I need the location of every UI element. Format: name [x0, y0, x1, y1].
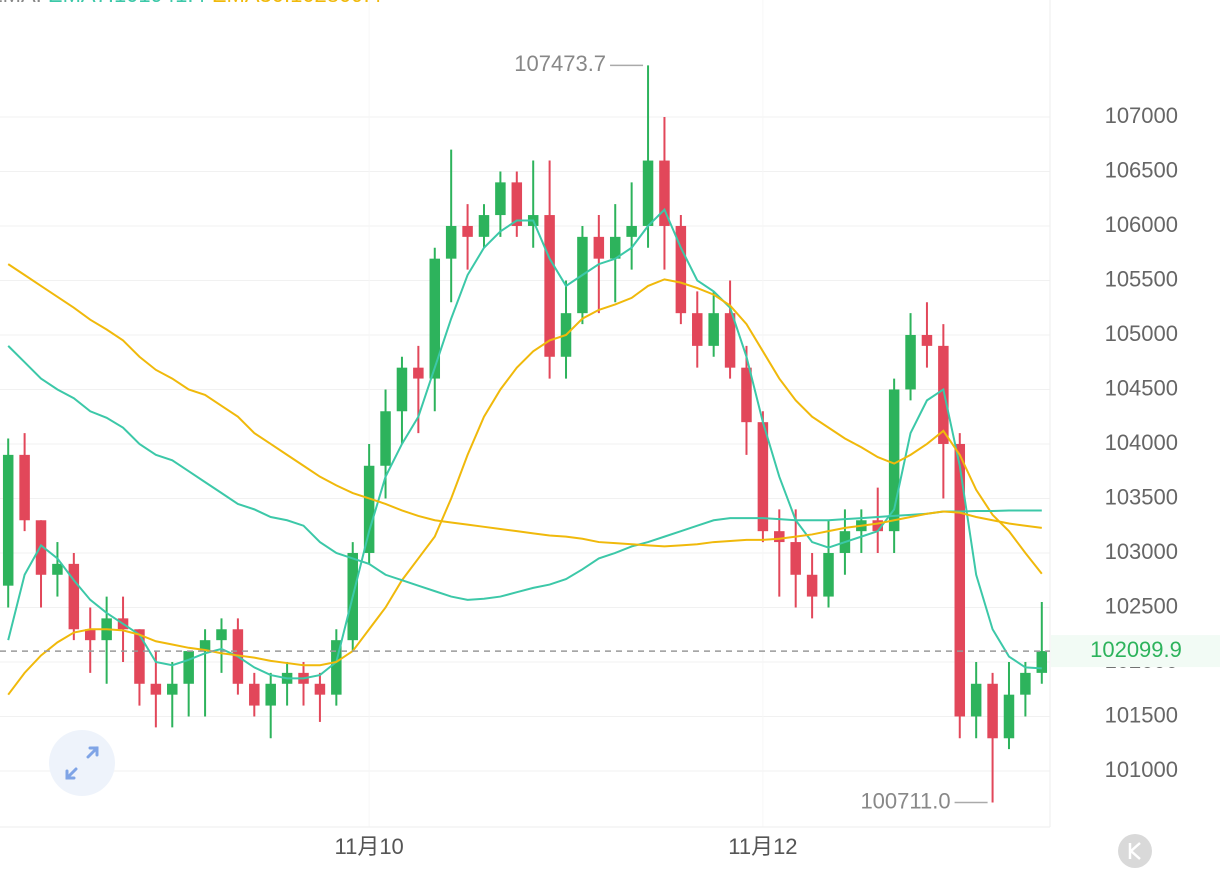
ema-line [7, 263, 1042, 548]
candle-body [757, 422, 769, 532]
candle-body [724, 313, 736, 368]
candle-body [84, 629, 96, 641]
y-tick-label: 106500 [1105, 157, 1178, 182]
candle-body [659, 160, 670, 226]
candle-body [380, 411, 391, 466]
candle-body [1036, 651, 1048, 673]
legend-entry: EMA7:101941.4 [48, 0, 206, 7]
candle-body [823, 552, 834, 597]
y-tick-label: 107000 [1105, 103, 1178, 128]
legend-entry: EMA: [0, 0, 42, 7]
candle-body [790, 542, 801, 575]
annotation-label: 107473.7 [514, 51, 606, 76]
candle-body [68, 563, 80, 630]
candle-body [429, 258, 441, 379]
candle-body [987, 683, 998, 739]
candle-body [544, 215, 555, 357]
candle-body [675, 225, 687, 314]
candle-body [741, 367, 752, 423]
candle-body [1020, 672, 1031, 695]
k-button[interactable] [1118, 834, 1152, 868]
candle-body [462, 225, 473, 237]
candle-body [708, 313, 719, 346]
candle-body [921, 334, 933, 346]
ema-line [7, 207, 1042, 680]
candle-body [331, 640, 342, 695]
candle-body [35, 520, 47, 575]
legend-entry: EMA30:102809.4 [212, 0, 382, 7]
last-price-label: 102099.9 [1090, 637, 1182, 662]
candle-body [134, 629, 145, 684]
k-bg[interactable] [1118, 834, 1152, 868]
candle-body [445, 225, 457, 259]
y-tick-label: 103500 [1105, 484, 1178, 509]
candle-body [19, 454, 30, 521]
candle-body [363, 465, 375, 553]
candle-body [314, 683, 326, 695]
ema-line [7, 278, 1043, 696]
candle-body [478, 215, 490, 237]
candle-body [970, 683, 982, 717]
y-tick-label: 106000 [1105, 212, 1178, 237]
y-tick-label: 101000 [1105, 757, 1178, 782]
candle-body [413, 367, 424, 379]
candle-body [626, 225, 637, 237]
candle-body [806, 574, 818, 597]
x-tick-label: 11月12 [728, 834, 797, 859]
candle-body [954, 443, 966, 717]
candle-body [183, 651, 194, 684]
candle-body [905, 334, 916, 390]
candle-body [2, 454, 14, 586]
candle-body [216, 629, 227, 641]
candle-body [938, 345, 949, 444]
candle-body [265, 683, 276, 706]
y-tick-label: 103000 [1105, 539, 1178, 564]
candle-body [396, 367, 408, 412]
expand-icon [65, 746, 99, 780]
expand-button[interactable] [49, 730, 115, 796]
y-tick-label: 101500 [1105, 702, 1178, 727]
candle-body [593, 236, 605, 259]
y-tick-label: 102500 [1105, 593, 1178, 618]
candle-body [642, 160, 654, 226]
last-price-box [1051, 635, 1220, 668]
candle-body [609, 236, 621, 259]
candle-body [150, 683, 162, 695]
candle-body [249, 683, 260, 706]
candle-body [199, 640, 211, 652]
y-tick-label: 105500 [1105, 266, 1178, 291]
y-tick-label: 105000 [1105, 321, 1178, 346]
candle-body [872, 520, 883, 532]
k-icon [1128, 842, 1141, 860]
expand-bg[interactable] [49, 730, 115, 796]
candle-body [511, 182, 523, 226]
candle-body [888, 389, 900, 532]
candle-body [52, 563, 63, 575]
candle-body [774, 531, 785, 543]
candle-body [1003, 694, 1015, 739]
annotation-label: 100711.0 [860, 788, 950, 813]
y-tick-label: 104000 [1105, 430, 1178, 455]
legend: EMA: EMA7:101941.4 EMA30:102809.4 [0, 0, 382, 7]
candle-body [692, 313, 703, 346]
candle-body [167, 683, 178, 695]
y-tick-label: 104500 [1105, 375, 1178, 400]
candle-body [495, 182, 506, 216]
ema-line [7, 345, 1042, 601]
x-tick-label: 11月10 [334, 834, 403, 859]
